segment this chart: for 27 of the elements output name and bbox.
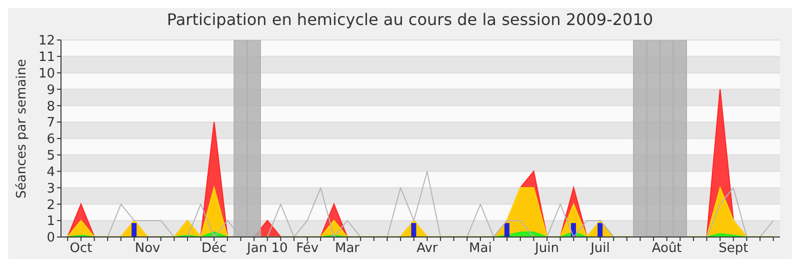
y-tick-label: 11 xyxy=(38,50,55,66)
y-tick-label: 3 xyxy=(46,181,55,196)
y-axis-title: Séances par semaine xyxy=(14,59,30,198)
x-tick-label: Nov xyxy=(134,241,161,256)
y-tick-label: 10 xyxy=(38,66,55,82)
x-tick-label: Oct xyxy=(70,241,92,256)
x-tick-label: Juil xyxy=(590,241,610,256)
x-tick-label: Août xyxy=(652,241,682,256)
x-tick-label: Juin xyxy=(534,241,559,256)
x-tick-label: Sept xyxy=(718,241,748,256)
y-tick-label: 12 xyxy=(38,34,55,49)
x-tick-label: Mar xyxy=(335,241,360,256)
y-tick-label: 7 xyxy=(46,116,55,131)
y-tick-label: 9 xyxy=(46,82,55,98)
y-tick-label: 0 xyxy=(46,230,55,246)
y-tick-label: 8 xyxy=(46,99,55,114)
x-tick-label: Fév xyxy=(296,241,319,256)
x-tick-label: Jan 10 xyxy=(246,241,288,256)
x-tick-label: Mai xyxy=(469,241,492,256)
y-tick-label: 4 xyxy=(46,164,55,180)
y-tick-label: 2 xyxy=(46,198,55,213)
y-tick-label: 1 xyxy=(46,214,55,230)
y-tick-label: 6 xyxy=(46,132,55,148)
x-tick-label: Avr xyxy=(416,241,438,256)
chart-title: Participation en hemicycle au cours de la session 2009-2010 xyxy=(166,9,654,31)
x-tick-label: Déc xyxy=(202,241,227,256)
y-tick-label: 5 xyxy=(46,148,55,164)
